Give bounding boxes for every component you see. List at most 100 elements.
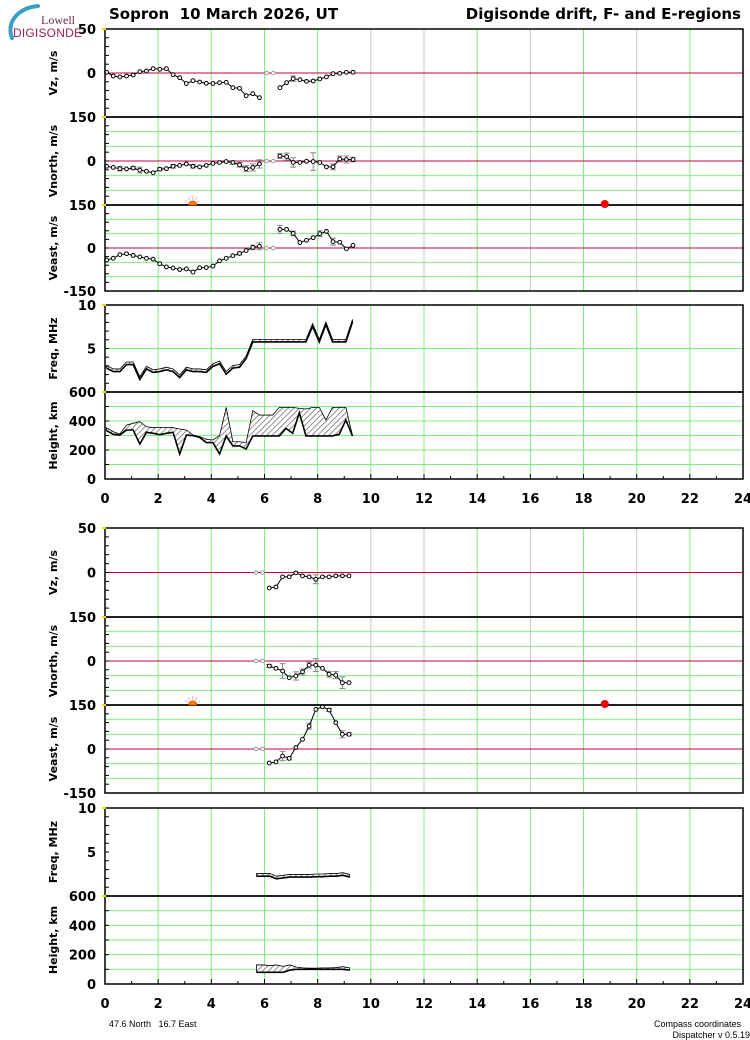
panel-frame — [104, 204, 744, 292]
data-point-vz — [339, 573, 345, 579]
data-point-vnorth — [320, 665, 325, 671]
data-point-vz — [203, 80, 209, 86]
data-point-vz — [144, 68, 149, 74]
data-point-vnorth — [197, 164, 203, 170]
data-point-vz — [304, 78, 309, 84]
x-tick-label: 14 — [468, 997, 486, 1012]
data-point-vz — [190, 78, 196, 84]
data-point-veast — [306, 723, 312, 729]
data-point-veast — [297, 240, 303, 245]
x-tick-label: 24 — [734, 997, 750, 1012]
version-label: Dispatcher v 0.5.19 — [672, 1030, 750, 1040]
x-tick-label: 24 — [734, 492, 750, 507]
y-axis-label: Vz, m/s — [47, 550, 60, 595]
data-point-vnorth — [190, 163, 196, 169]
data-point-vz — [110, 73, 116, 79]
no-data-point — [253, 658, 259, 664]
data-point-veast — [137, 254, 143, 260]
data-point-vnorth — [333, 672, 339, 678]
data-point-vnorth — [157, 166, 163, 172]
band-lower-edge-freq — [256, 874, 350, 880]
data-point-veast — [266, 760, 272, 766]
data-point-veast — [343, 246, 349, 252]
data-point-vnorth — [110, 165, 116, 170]
data-point-vnorth — [297, 160, 303, 165]
data-point-vz — [266, 585, 272, 591]
y-tick-label: 150 — [69, 611, 96, 626]
data-point-vz — [150, 66, 156, 72]
x-tick-label: 18 — [574, 492, 592, 507]
data-point-vnorth — [217, 160, 222, 165]
data-point-veast — [290, 230, 296, 236]
x-tick-label: 16 — [521, 997, 539, 1012]
data-point-veast — [110, 255, 116, 261]
data-point-vnorth — [273, 665, 279, 671]
panel-vz: 50 0 Vz, m/s — [47, 23, 744, 118]
data-point-vz — [277, 85, 283, 91]
data-point-veast — [300, 736, 305, 742]
y-tick-label: 400 — [69, 415, 96, 430]
data-point-vz — [230, 85, 236, 91]
y-tick-label: -150 — [63, 787, 96, 802]
y-tick-label: 0 — [87, 978, 96, 993]
data-point-vz — [177, 75, 183, 81]
data-point-vz — [130, 72, 136, 78]
data-point-vnorth — [230, 160, 236, 165]
data-point-veast — [117, 252, 123, 257]
data-point-veast — [243, 248, 249, 253]
data-point-vnorth — [313, 662, 319, 668]
y-tick-label: 600 — [69, 890, 96, 905]
data-point-veast — [284, 226, 289, 232]
data-point-vnorth — [237, 162, 242, 168]
data-point-veast — [210, 263, 216, 269]
data-point-veast — [190, 269, 196, 275]
data-point-veast — [293, 745, 299, 750]
y-axis-label: Veast, m/s — [47, 716, 60, 781]
data-point-vnorth — [144, 168, 149, 174]
data-point-vnorth — [170, 163, 176, 169]
y-tick-label: -150 — [63, 285, 96, 300]
data-point-vz — [217, 80, 222, 86]
data-point-vnorth — [223, 159, 229, 164]
y-axis-label: Vz, m/s — [47, 50, 60, 95]
data-point-vnorth — [164, 166, 169, 172]
station-date-title: Sopron 10 March 2026, UT — [109, 5, 339, 23]
y-tick-label: 0 — [87, 155, 96, 170]
data-point-vz — [333, 573, 339, 579]
data-point-veast — [203, 265, 209, 270]
data-point-veast — [150, 256, 156, 262]
data-point-vnorth — [150, 170, 156, 176]
y-axis-label: Veast, m/s — [47, 215, 60, 280]
data-point-vz — [210, 81, 216, 86]
data-point-vnorth — [243, 166, 249, 172]
data-point-vz — [297, 77, 303, 83]
y-tick-label: 10 — [78, 299, 96, 314]
data-point-veast — [339, 731, 345, 737]
sunset-marker — [600, 200, 609, 208]
no-data-point — [270, 245, 276, 251]
data-point-veast — [250, 245, 256, 250]
data-point-vz — [250, 91, 256, 97]
panel-freq: 10 5 Freq, MHz — [47, 802, 744, 897]
data-point-vnorth — [257, 161, 262, 167]
data-point-vz — [290, 76, 296, 82]
no-data-point — [260, 570, 265, 575]
sunrise-icon — [184, 696, 201, 706]
no-data-point — [260, 658, 265, 664]
compass-coordinates-label: Compass coordinates — [653, 1019, 741, 1029]
data-point-vz — [197, 79, 203, 85]
y-tick-label: 0 — [87, 655, 96, 670]
x-tick-label: 20 — [628, 997, 646, 1012]
no-data-point — [270, 70, 276, 76]
x-tick-label: 8 — [313, 997, 322, 1012]
panel-freq: 10 5 Freq, MHz — [47, 299, 744, 393]
data-point-vz — [137, 69, 143, 75]
data-point-vz — [124, 73, 129, 79]
series-line-vz — [279, 71, 354, 89]
band-area-height — [106, 406, 353, 456]
data-point-vz — [317, 76, 323, 82]
data-point-vz — [157, 66, 163, 72]
data-point-veast — [304, 237, 309, 243]
data-point-veast — [273, 759, 279, 765]
